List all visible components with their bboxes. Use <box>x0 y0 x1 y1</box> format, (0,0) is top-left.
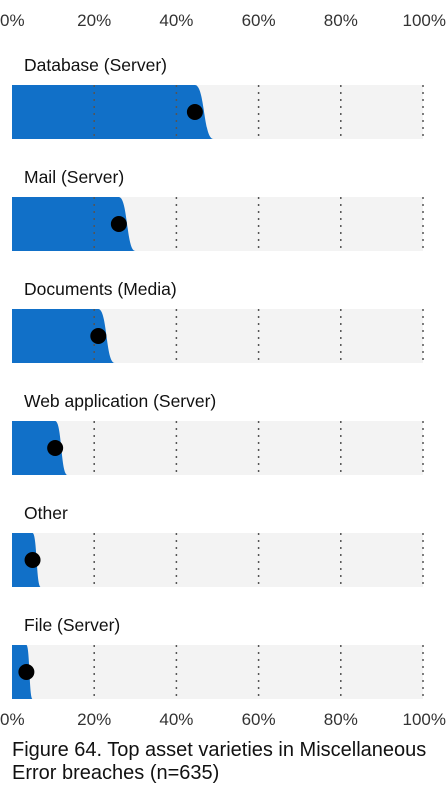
data-point <box>186 104 203 120</box>
category-label: File (Server) <box>24 615 120 635</box>
x-tick-label-top: 100% <box>403 11 446 30</box>
category-label: Database (Server) <box>24 55 167 75</box>
category-label: Documents (Media) <box>24 279 177 299</box>
data-point <box>18 664 35 680</box>
x-tick-label-bottom: 40% <box>159 710 193 729</box>
category-label: Web application (Server) <box>24 391 216 411</box>
data-point <box>47 440 64 456</box>
distribution-bar <box>12 421 68 475</box>
data-point <box>90 328 107 344</box>
category-label: Mail (Server) <box>24 167 124 187</box>
distribution-bar <box>12 197 136 251</box>
data-point <box>110 216 127 232</box>
figure-caption: Figure 64. Top asset varieties in Miscel… <box>12 739 427 784</box>
bar-track <box>12 533 423 587</box>
x-tick-label-top: 40% <box>159 11 193 30</box>
bar-track <box>12 645 423 699</box>
chart: Database (Server) Mail (Server) Documents … <box>0 11 446 729</box>
x-tick-label-top: 60% <box>242 11 276 30</box>
category-label: Other <box>24 503 68 523</box>
distribution-bar <box>12 85 214 139</box>
x-tick-label-bottom: 20% <box>77 710 111 729</box>
data-point <box>24 552 41 568</box>
x-tick-label-bottom: 80% <box>324 710 358 729</box>
x-tick-label-top: 20% <box>77 11 111 30</box>
x-tick-label-top: 0% <box>0 11 25 30</box>
x-tick-label-bottom: 60% <box>242 710 276 729</box>
x-tick-label-bottom: 0% <box>0 710 25 729</box>
x-tick-label-bottom: 100% <box>403 710 446 729</box>
distribution-bar <box>12 309 115 363</box>
x-tick-label-top: 80% <box>324 11 358 30</box>
bar-track <box>12 421 423 475</box>
